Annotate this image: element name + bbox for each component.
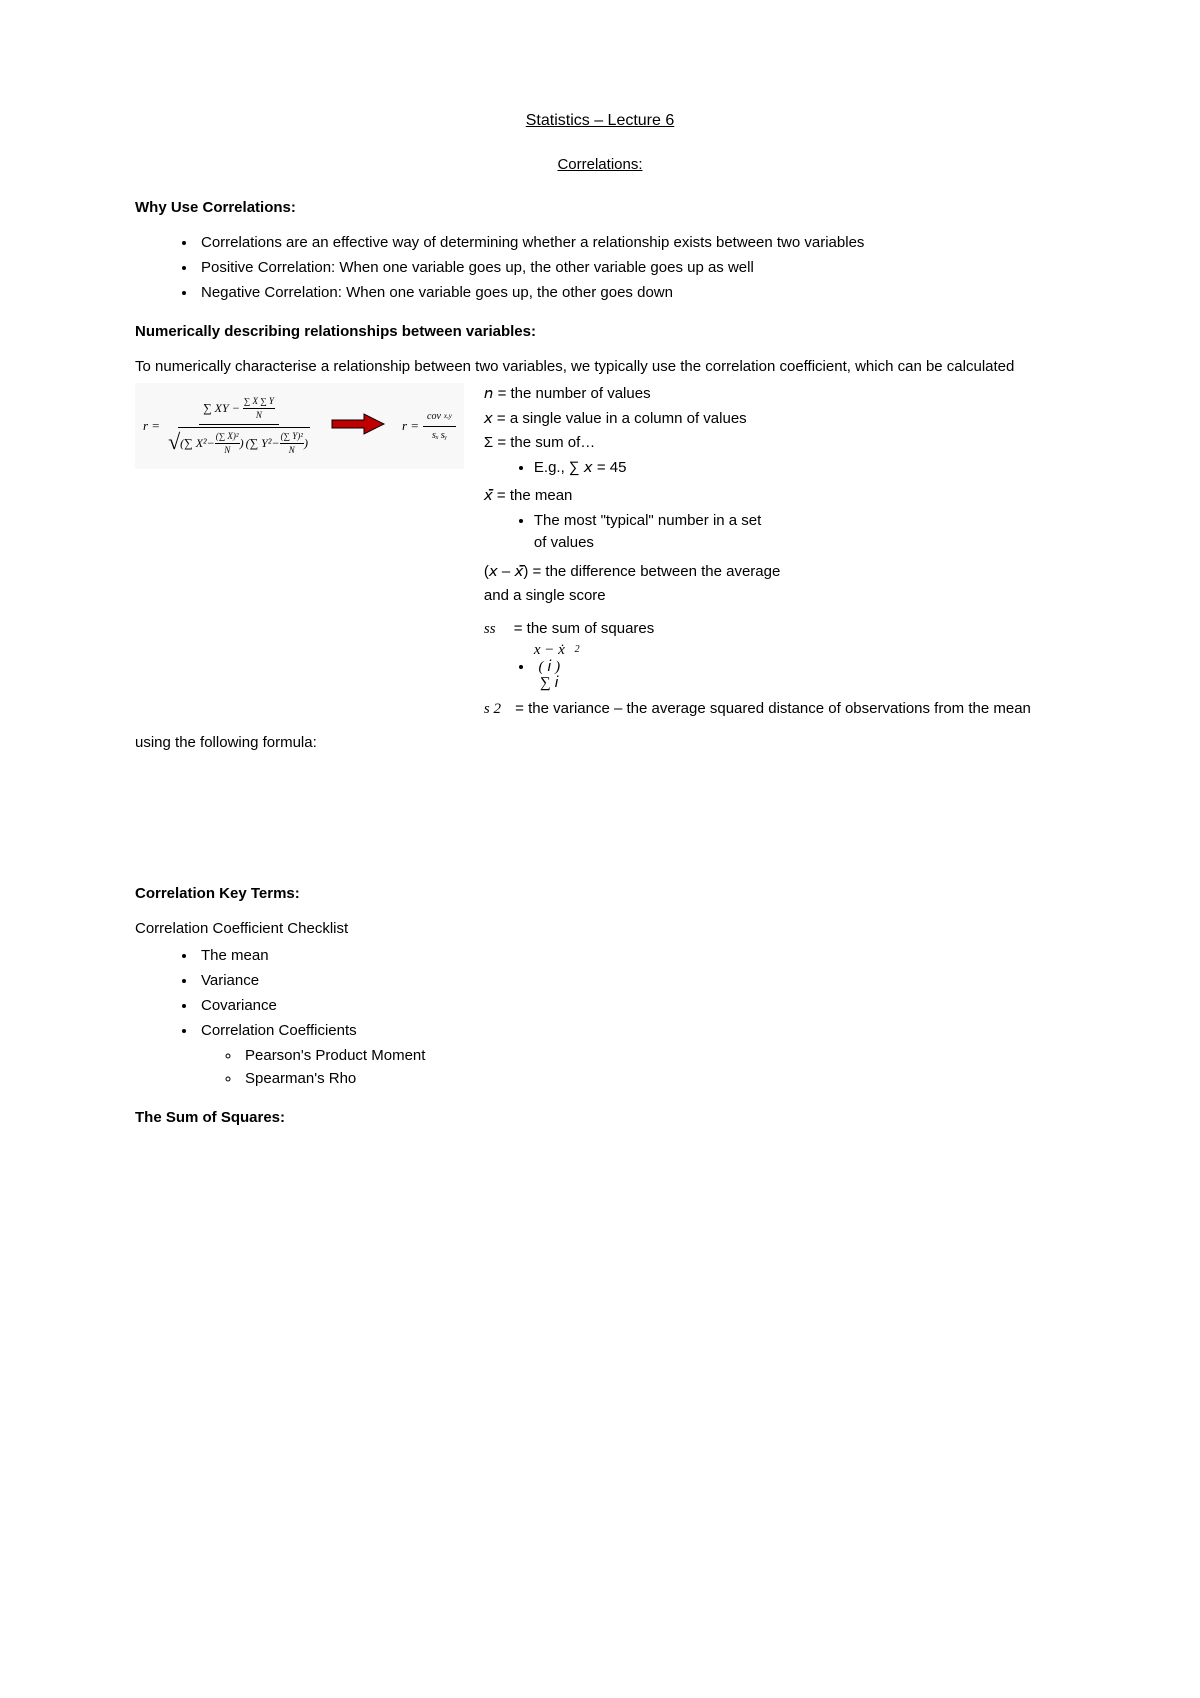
list-item: Positive Correlation: When one variable … [197,257,1065,278]
cov-label: cov [427,410,441,424]
legend-diff-2: and a single score [484,585,1031,608]
n-denom: N [255,409,263,422]
legend-ss: ss = the sum of squares [484,618,1031,641]
list-item: The mean [197,945,1065,966]
legend-n: 𝘯 = the number of values [484,383,1031,406]
legend-xbar-note: The most "typical" number in a set of va… [534,510,1031,555]
r-equals-2: r = [402,417,419,435]
heading-key-terms: Correlation Key Terms: [135,883,1065,904]
closing-paragraph: using the following formula: [135,732,1065,753]
list-sub-item: Pearson's Product Moment [241,1045,1065,1066]
formula-row: r = ∑ XY − ∑ X ∑ Y N √ (∑ X² − (∑ X)²N) [135,383,1065,722]
n-denom-2: N [223,444,231,457]
legend-column: 𝘯 = the number of values 𝘹 = a single va… [484,383,1031,722]
legend-xbar: 𝘹̄ = the mean [484,485,1031,508]
heading-sum-of-squares: The Sum of Squares: [135,1107,1065,1128]
sigma-x-sigma-y: ∑ X ∑ Y [243,395,275,409]
correlation-formula: r = ∑ XY − ∑ X ∑ Y N √ (∑ X² − (∑ X)²N) [135,383,464,469]
intro-paragraph: To numerically characterise a relationsh… [135,356,1065,377]
checklist-intro: Correlation Coefficient Checklist [135,918,1065,939]
list-item: Covariance [197,995,1065,1016]
sigma-x-sq: (∑ X)² [215,430,240,444]
sigma-y-sq: (∑ Y)² [280,430,304,444]
page-subtitle: Correlations: [135,154,1065,175]
legend-x: 𝘹 = a single value in a column of values [484,408,1031,431]
legend-sigma-example: E.g., ∑ 𝘹 = 45 [534,457,1031,480]
why-list: Correlations are an effective way of det… [197,232,1065,303]
cov-subscript: x,y [444,412,452,422]
list-item: Negative Correlation: When one variable … [197,282,1065,303]
keyterms-list: The mean Variance Covariance Correlation… [197,945,1065,1089]
sigma-y2: ∑ Y² [250,435,272,452]
legend-ss-formula: x − ẋ ( 𝘪 ) ∑ 𝘪 2 [534,642,1031,692]
sigma-xy: ∑ XY [203,400,229,417]
n-denom-3: N [288,444,296,457]
legend-s2: s 2 = the variance – the average squared… [484,698,1031,721]
sy: sᵧ [441,429,447,443]
heading-numerical: Numerically describing relationships bet… [135,321,1065,342]
heading-why-use-correlations: Why Use Correlations: [135,197,1065,218]
page-title: Statistics – Lecture 6 [135,110,1065,132]
list-sub-item: Spearman's Rho [241,1068,1065,1089]
arrow-icon [330,412,386,441]
minus-sign: − [232,400,240,417]
list-item: Correlation Coefficients Pearson's Produ… [197,1020,1065,1089]
r-equals: r = [143,417,160,435]
legend-sigma: Σ = the sum of… [484,432,1031,455]
legend-diff: (𝘹 – 𝘹̄) = the difference between the av… [484,561,1031,584]
sigma-x2: ∑ X² [184,435,206,452]
list-item: Correlations are an effective way of det… [197,232,1065,253]
list-item: Variance [197,970,1065,991]
sx: sₓ [432,429,439,443]
